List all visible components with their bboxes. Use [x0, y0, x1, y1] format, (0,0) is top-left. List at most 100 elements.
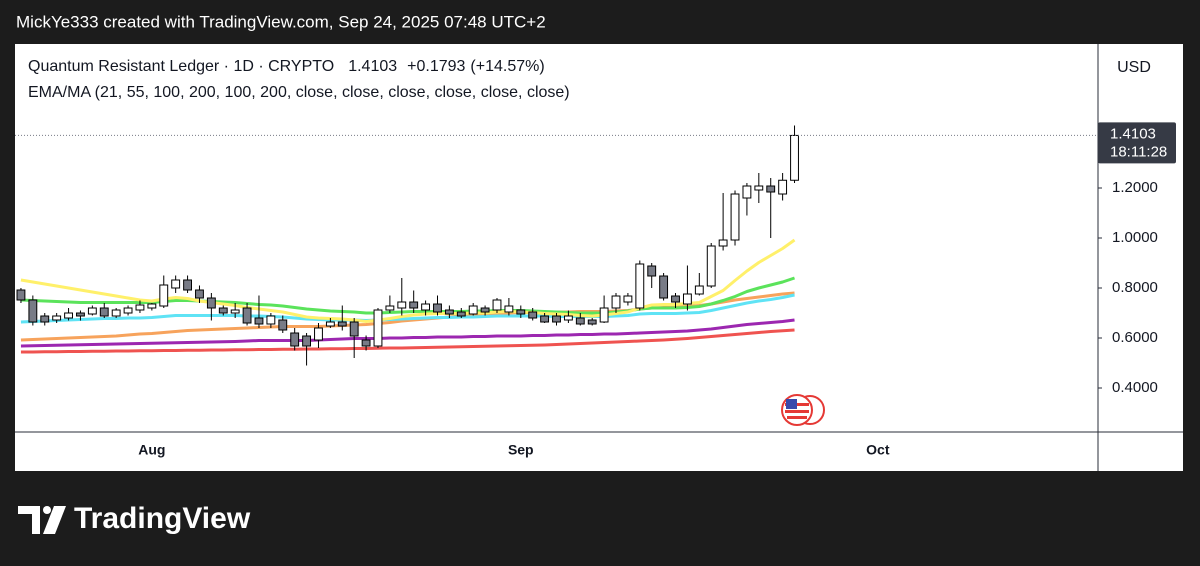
ma-line: [20, 276, 795, 315]
candle-body: [682, 293, 692, 305]
price-tag-label: 1.4103: [1110, 125, 1156, 142]
candle-body: [552, 315, 561, 323]
candle-body: [28, 299, 38, 323]
candle-body: [563, 315, 573, 321]
candle-body: [480, 307, 490, 313]
candle-body: [706, 245, 716, 287]
candle-body: [754, 185, 764, 191]
change: +0.1793: [407, 58, 465, 75]
x-tick-label: Sep: [508, 442, 534, 458]
candle-body: [349, 321, 359, 337]
candle-body: [242, 307, 252, 324]
candle-body: [504, 305, 514, 313]
candle-body: [409, 301, 419, 309]
candle-body: [540, 315, 550, 323]
candle-body: [123, 307, 133, 314]
candle-body: [373, 309, 383, 347]
candle-body: [421, 303, 431, 311]
candle-body: [171, 279, 181, 289]
currency: USD: [1117, 59, 1151, 76]
candle-body: [694, 285, 704, 295]
candle-body: [575, 317, 585, 325]
price-tag: [1098, 122, 1176, 164]
candle-body: [433, 303, 442, 313]
candle-body: [111, 309, 121, 317]
candle-body: [766, 185, 776, 193]
chart-panel: [15, 44, 1183, 471]
candle-body: [290, 332, 300, 347]
flag-canton: [786, 399, 797, 409]
logo: [18, 506, 66, 534]
candle-body: [135, 304, 145, 311]
candle-body: [623, 295, 633, 303]
candle-body: [147, 303, 157, 309]
indicator: EMA/MA (21, 55, 100, 200, 100, 200, clos…: [28, 84, 570, 101]
flag-stripe: [785, 410, 809, 413]
candle-body: [314, 327, 323, 341]
ma-line: [20, 238, 796, 323]
candle-body: [159, 284, 169, 307]
y-tick-label: 0.8000: [1112, 279, 1158, 296]
candle-body: [742, 185, 752, 199]
candle-body: [397, 301, 407, 309]
ma-line: [20, 318, 795, 348]
candle-body: [647, 265, 657, 277]
x-tick-label: Oct: [866, 442, 890, 458]
candle-body: [278, 319, 288, 331]
y-tick-label: 1.0000: [1112, 229, 1158, 246]
y-tick-label: 0.4000: [1112, 379, 1158, 396]
candle-body: [254, 317, 264, 325]
title-line: Quantum Resistant Ledger · 1D · CRYPTO 1.…: [28, 58, 545, 75]
flag-stripe: [787, 416, 807, 419]
candle-body: [528, 311, 538, 319]
ma-line: [20, 293, 795, 324]
candle-body: [183, 279, 192, 291]
header: MickYe333 created with TradingView.com, …: [16, 12, 546, 31]
candle-body: [99, 307, 109, 317]
candle-body: [361, 339, 371, 347]
candle-body: [266, 315, 276, 325]
ma-line: [20, 328, 795, 354]
candle-body: [230, 309, 240, 314]
candle-body: [778, 179, 788, 195]
event-icon: [781, 394, 825, 426]
candle-body: [87, 307, 97, 315]
candle-body: [76, 312, 85, 317]
candle-body: [730, 193, 740, 241]
candle-body: [659, 275, 669, 299]
title: Quantum Resistant Ledger · 1D · CRYPTO: [28, 58, 334, 75]
candle-body: [718, 239, 728, 247]
candle-body: [790, 134, 799, 181]
candle-body: [635, 263, 645, 309]
candle-body: [468, 305, 478, 315]
last-price: 1.4103: [348, 58, 397, 75]
candle-body: [218, 307, 228, 314]
x-tick-label: Aug: [138, 442, 165, 458]
candle-body: [456, 311, 466, 317]
change-pct: (+14.57%): [470, 58, 544, 75]
candle-body: [195, 289, 204, 299]
candle-body: [64, 312, 73, 319]
candle-body: [302, 335, 312, 347]
logo-mark: [43, 506, 51, 514]
branding: TradingView: [74, 502, 251, 535]
candle-body: [16, 289, 26, 301]
y-tick-label: 0.6000: [1112, 329, 1158, 346]
logo-mark: [43, 506, 66, 534]
y-tick-label: 1.2000: [1112, 179, 1158, 196]
candle-body: [611, 295, 621, 309]
candle-body: [599, 307, 609, 323]
candle-body: [516, 309, 526, 315]
candle-body: [206, 297, 216, 309]
candle-body: [444, 309, 454, 315]
countdown: 18:11:28: [1110, 143, 1167, 160]
candle-body: [325, 321, 335, 327]
candle-body: [587, 319, 597, 325]
candle-body: [385, 305, 395, 311]
candle-body: [492, 299, 502, 311]
candle-body: [671, 295, 680, 303]
candle-body: [40, 315, 50, 323]
candle-body: [52, 315, 62, 321]
candle-body: [337, 321, 347, 327]
